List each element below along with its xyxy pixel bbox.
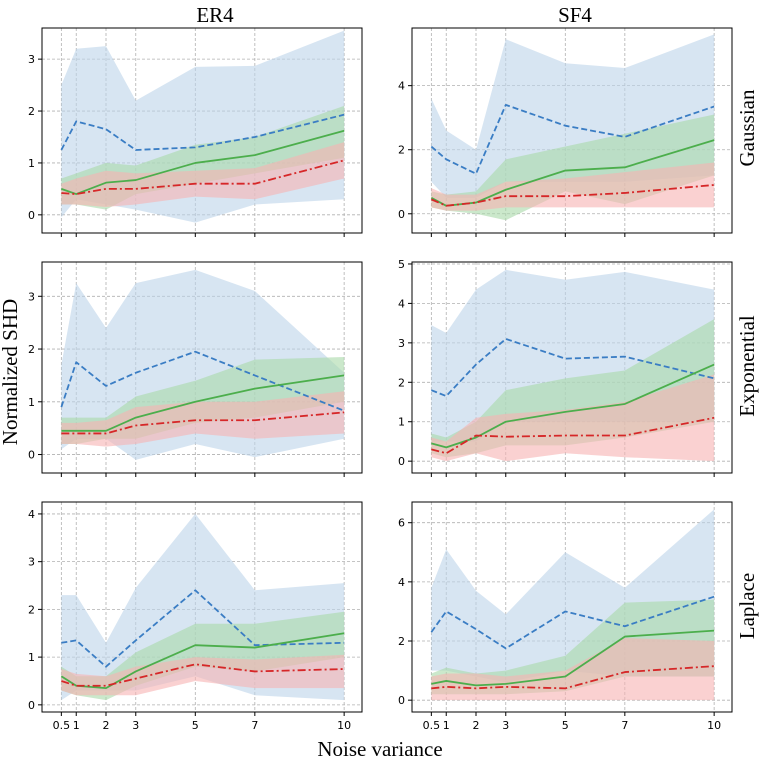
x-tick-label: 2 <box>103 719 110 732</box>
series-line-green <box>431 363 715 449</box>
row-label-exponential: Exponential <box>735 315 759 417</box>
y-tick-label: 2 <box>28 603 35 616</box>
panel-frame <box>411 501 733 713</box>
series-line-green <box>61 129 345 195</box>
band-red <box>61 654 345 696</box>
y-tick-label: 3 <box>28 290 35 303</box>
series-line-blue <box>60 350 345 412</box>
series-line-blue <box>61 589 345 668</box>
band-red <box>61 142 345 208</box>
series-line-green <box>431 629 715 687</box>
panel-frame <box>41 27 363 234</box>
y-tick-label: 4 <box>28 508 35 521</box>
y-tick-label: 3 <box>398 337 405 350</box>
x-tick-label: 10 <box>337 719 351 732</box>
x-tick-label: 5 <box>192 719 199 732</box>
panel-plot-area <box>431 269 715 462</box>
series-line-blue <box>60 113 345 151</box>
y-tick-label: 6 <box>398 517 405 530</box>
y-tick-label: 1 <box>28 157 35 170</box>
panel-plot-area <box>60 269 345 460</box>
series-line-red <box>61 663 345 687</box>
band-red <box>61 391 345 447</box>
panel-sf4-gaussian: 0 2 4 <box>398 27 733 237</box>
series-line-red <box>431 416 715 455</box>
y-tick-label: 4 <box>398 576 405 589</box>
series-line-red <box>61 159 345 195</box>
y-tick-label: 3 <box>28 556 35 569</box>
x-axis-label: Noise variance <box>317 737 442 761</box>
y-tick-label: 1 <box>28 396 35 409</box>
x-tick-label: 0.5 <box>53 719 71 732</box>
series-line-blue <box>431 338 715 397</box>
panel-frame <box>411 27 733 234</box>
panel-er4-gaussian: 0 1 2 3 <box>28 27 363 237</box>
series-line-green <box>61 374 345 432</box>
panel-plot-area <box>60 30 345 223</box>
y-tick-label: 2 <box>28 105 35 118</box>
y-tick-label: 5 <box>398 258 405 271</box>
y-axis-label: Normalized SHD <box>0 299 22 445</box>
series-line-red <box>430 184 715 207</box>
x-tick-label: 5 <box>562 719 569 732</box>
series-line-red <box>431 665 715 690</box>
row-label-gaussian: Gaussian <box>735 89 759 166</box>
y-tick-label: 2 <box>398 144 405 157</box>
column-title-er4: ER4 <box>196 3 234 27</box>
panel-plot-area <box>60 513 345 701</box>
series-line-blue <box>430 595 715 650</box>
panel-sf4-laplace: 0.5 1 2 3 5 7 10 0 2 4 6 <box>398 501 733 732</box>
y-tick-label: 1 <box>398 416 405 429</box>
x-tick-label: 0.5 <box>423 719 441 732</box>
panel-frame <box>41 261 363 474</box>
series-line-green <box>60 632 345 690</box>
series-line-red <box>61 411 345 435</box>
x-tick-label: 3 <box>502 719 509 732</box>
panel-plot-area <box>430 509 715 701</box>
y-tick-label: 4 <box>398 80 405 93</box>
y-tick-label: 0 <box>398 694 405 707</box>
y-tick-label: 1 <box>28 651 35 664</box>
y-tick-label: 0 <box>398 455 405 468</box>
panel-frame <box>411 261 733 474</box>
y-tick-label: 4 <box>398 297 405 310</box>
x-tick-label: 2 <box>473 719 480 732</box>
y-tick-label: 0 <box>28 209 35 222</box>
series-line-blue <box>430 103 715 175</box>
y-tick-label: 3 <box>28 53 35 66</box>
x-tick-label: 3 <box>132 719 139 732</box>
y-tick-label: 2 <box>398 635 405 648</box>
x-tick-label: 10 <box>707 719 721 732</box>
y-tick-label: 0 <box>28 699 35 712</box>
y-tick-label: 0 <box>398 208 405 221</box>
panel-sf4-exponential: 0 1 2 3 4 5 <box>398 258 733 477</box>
x-tick-label: 7 <box>621 719 628 732</box>
column-title-sf4: SF4 <box>558 3 592 27</box>
band-red <box>431 374 715 462</box>
y-tick-label: 0 <box>28 449 35 462</box>
x-tick-label: 7 <box>251 719 258 732</box>
row-label-laplace: Laplace <box>735 573 759 639</box>
y-tick-label: 2 <box>398 376 405 389</box>
x-tick-label: 1 <box>443 719 450 732</box>
x-tick-label: 1 <box>73 719 80 732</box>
panel-plot-area <box>430 34 715 221</box>
band-red <box>431 162 715 211</box>
panel-frame <box>41 501 363 713</box>
panel-er4-exponential: 0 1 2 3 <box>28 261 363 477</box>
y-tick-label: 2 <box>28 343 35 356</box>
